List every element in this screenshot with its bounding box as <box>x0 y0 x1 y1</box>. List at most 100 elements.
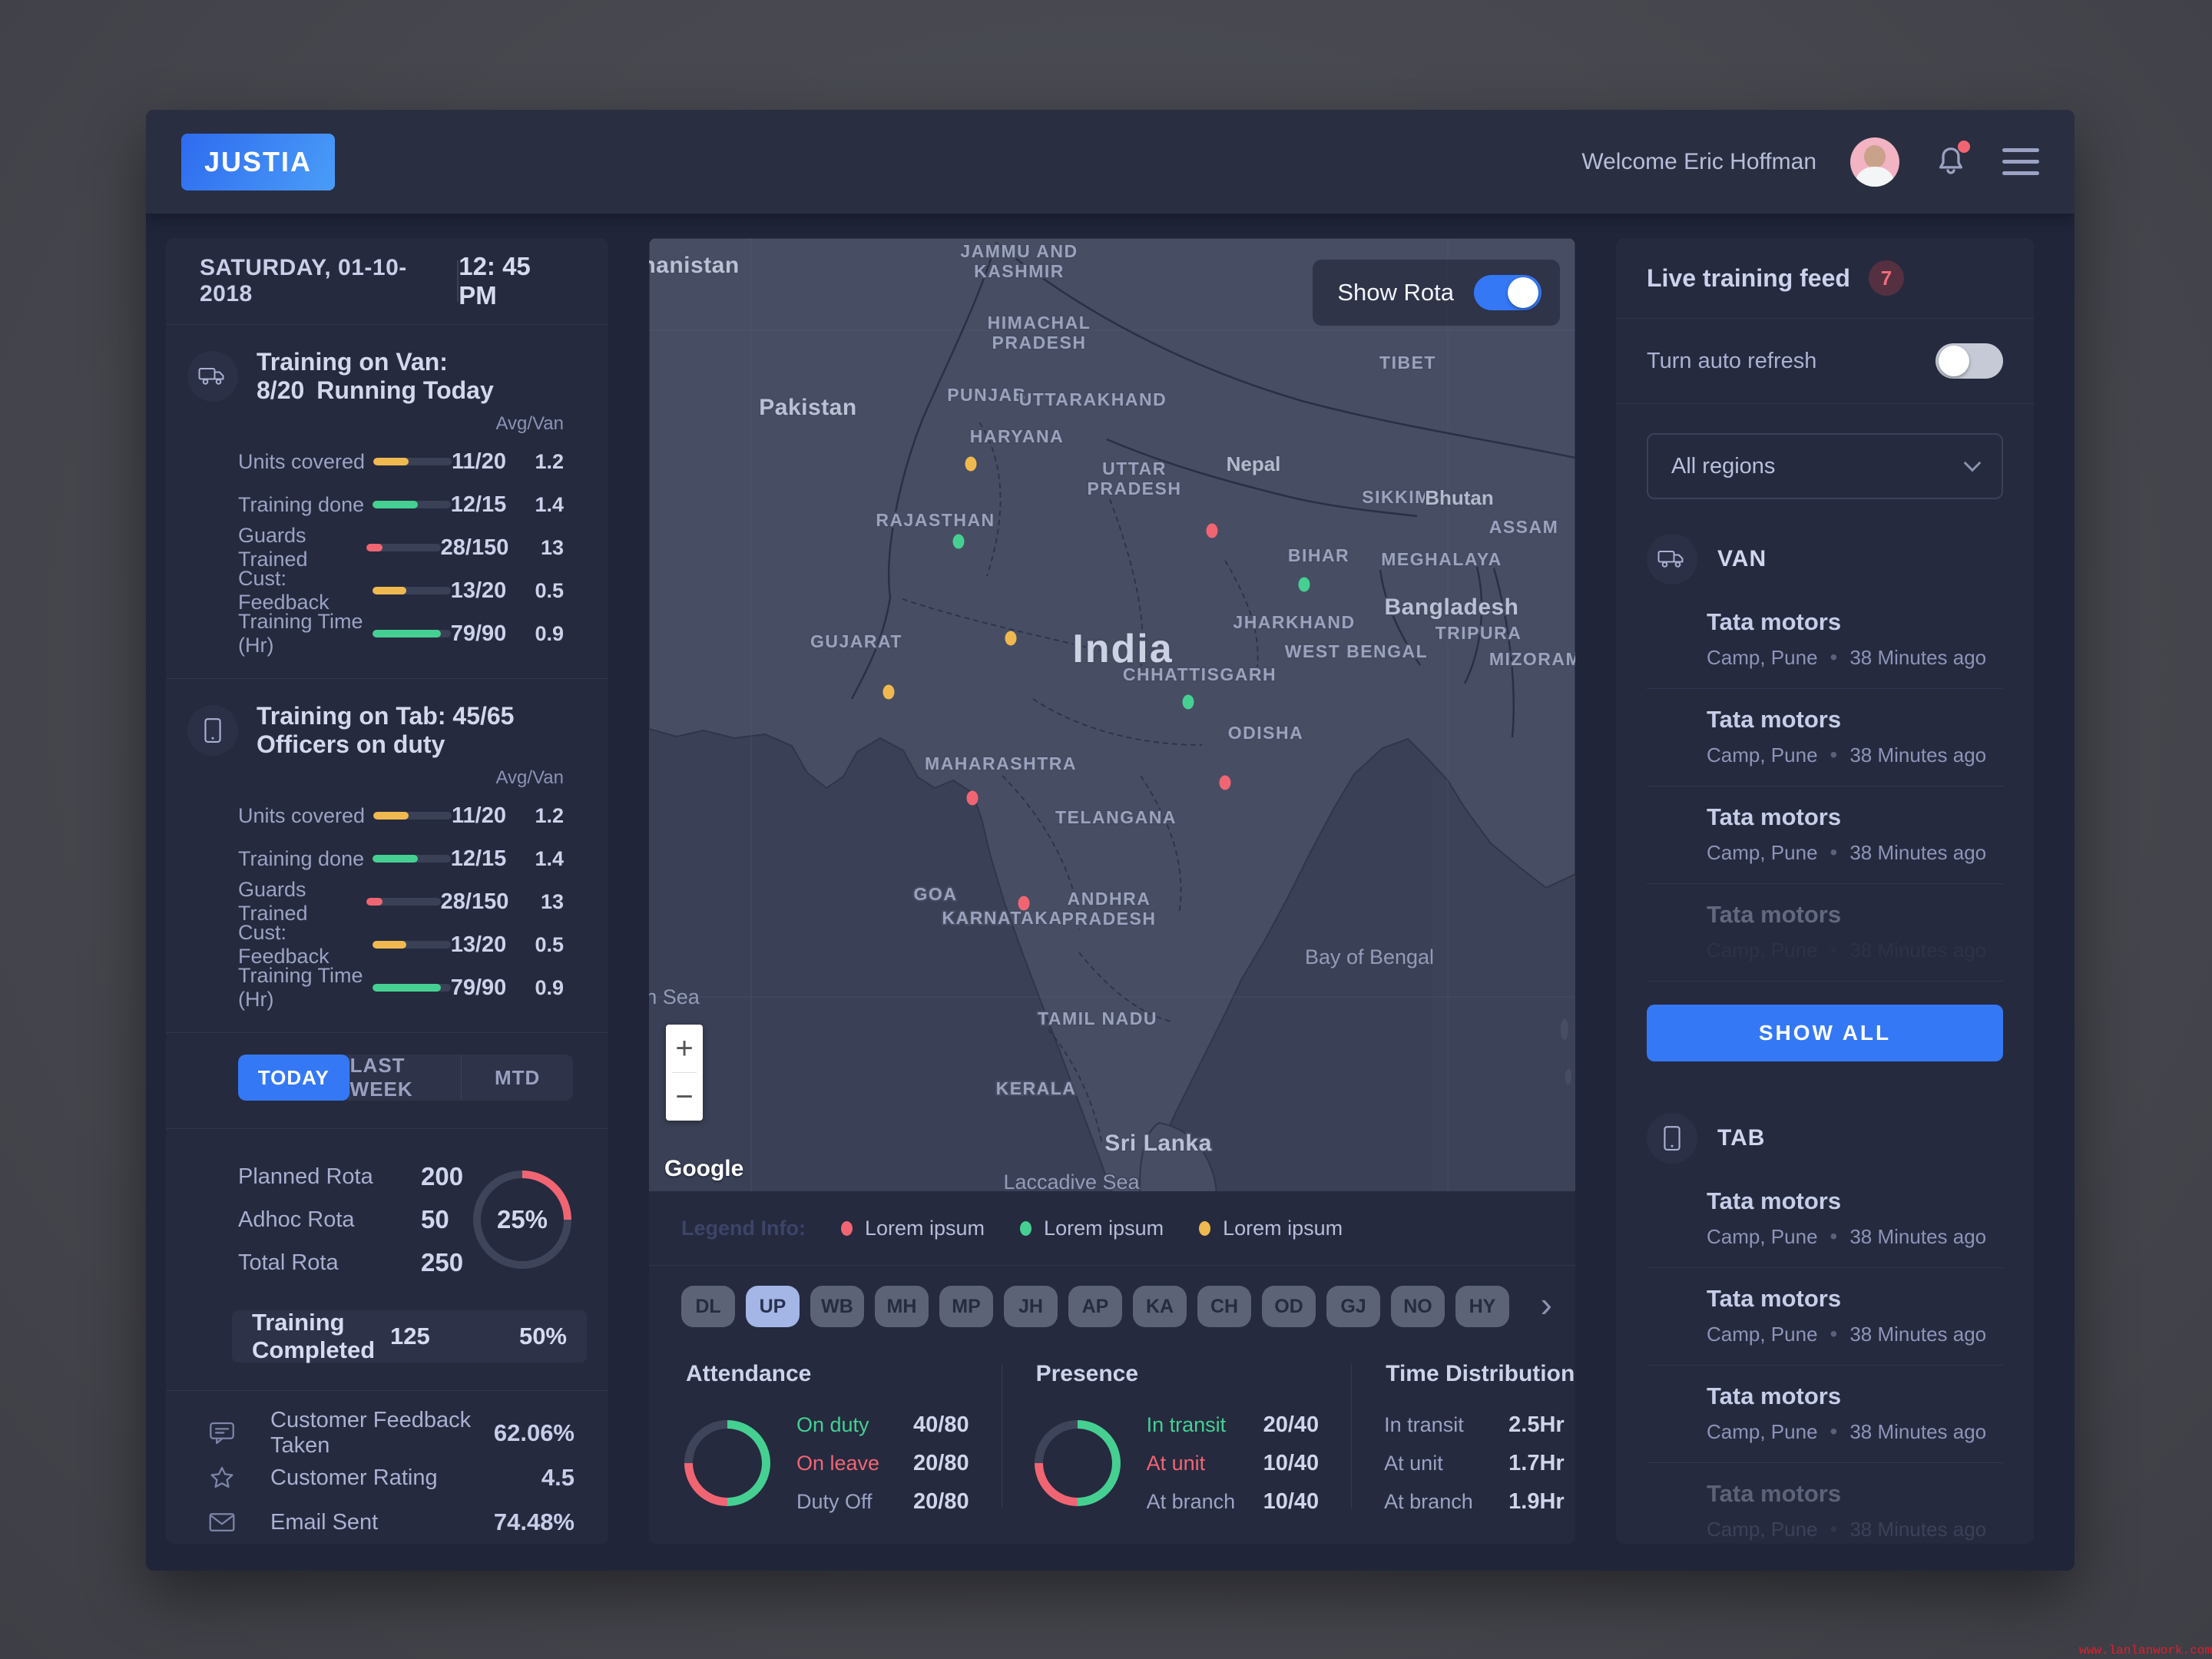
feed-time: 38 Minutes ago <box>1849 1224 1987 1248</box>
presence-row: In transit 20/40 <box>1146 1412 1320 1437</box>
zoom-in-button[interactable]: + <box>675 1031 694 1065</box>
tablet-icon <box>1647 1113 1697 1164</box>
dashboard-window: JUSTIA Welcome Eric Hoffman <box>146 110 2075 1571</box>
feed-item[interactable]: Tata motors Camp, Pune • 38 Minutes ago <box>1647 1463 2003 1544</box>
metric-avg: 13 <box>540 889 564 913</box>
feed-item[interactable]: Tata motors Camp, Pune • 38 Minutes ago <box>1647 884 2003 982</box>
presence-donut-chart <box>1034 1420 1121 1506</box>
svg-text:KERALA: KERALA <box>996 1078 1077 1098</box>
google-attribution[interactable]: Google <box>664 1156 744 1181</box>
metric-value: 11/20 <box>451 803 506 828</box>
state-chip[interactable]: DL <box>681 1286 735 1327</box>
feed-item[interactable]: Tata motors Camp, Pune • 38 Minutes ago <box>1647 591 2003 689</box>
stats-sidebar: SATURDAY, 01-10-2018 12: 45 PM <box>166 238 608 1544</box>
show-rota-toggle[interactable] <box>1474 275 1541 310</box>
bullet-separator: • <box>1830 938 1838 962</box>
feed-item[interactable]: Tata motors Camp, Pune • 38 Minutes ago <box>1647 786 2003 884</box>
van-icon <box>1647 534 1697 584</box>
time-distribution-row: At branch 1.9Hr <box>1384 1488 1565 1514</box>
rota-donut-percent: 25% <box>496 1205 548 1233</box>
watermark: www.lanlanwork.com <box>2079 1644 2212 1657</box>
metric-value: 12/15 <box>450 846 507 871</box>
period-tab[interactable]: MTD <box>461 1055 573 1101</box>
avatar[interactable] <box>1850 137 1899 187</box>
svg-text:India: India <box>1072 627 1173 671</box>
state-chip[interactable]: MP <box>939 1286 993 1327</box>
state-chip[interactable]: JH <box>1004 1286 1058 1327</box>
svg-text:Laccadive Sea: Laccadive Sea <box>1003 1171 1140 1191</box>
tab-metric-row: Training done 12/15 1.4 <box>166 837 608 880</box>
chips-scroll-right-icon[interactable]: › <box>1540 1284 1552 1324</box>
chevron-down-icon <box>1963 454 1982 472</box>
india-map[interactable]: hanistan JAMMU AND KASHMIR HIMACHAL PRADESH T… <box>649 238 1575 1191</box>
state-chip[interactable]: MH <box>875 1286 929 1327</box>
svg-text:JHARKHAND: JHARKHAND <box>1233 612 1355 632</box>
zoom-out-button[interactable]: − <box>675 1079 694 1114</box>
state-chip[interactable]: HY <box>1455 1286 1509 1327</box>
show-rota-control: Show Rota <box>1313 260 1560 326</box>
current-time: 12: 45 PM <box>459 252 531 310</box>
training-completed-percent: 50% <box>518 1323 567 1349</box>
van-section-title: Training on Van: 8/20 Running Today <box>257 348 494 404</box>
customer-feedback-row: Customer Feedback Taken 62.06% <box>166 1408 608 1458</box>
rota-donut-chart: 25% <box>473 1171 571 1269</box>
feed-item[interactable]: Tata motors Camp, Pune • 38 Minutes ago <box>1647 1268 2003 1366</box>
app-logo[interactable]: JUSTIA <box>181 133 336 190</box>
legend-dot <box>1199 1220 1211 1236</box>
rota-row: Adhoc Rota 50 <box>238 1198 473 1241</box>
mail-icon <box>209 1512 243 1532</box>
feed-item[interactable]: Tata motors Camp, Pune • 38 Minutes ago <box>1647 1366 2003 1463</box>
state-chip[interactable]: GJ <box>1326 1286 1380 1327</box>
van-metric-row: Training Time (Hr) 79/90 0.9 <box>166 610 608 657</box>
feed-item[interactable]: Tata motors Camp, Pune • 38 Minutes ago <box>1647 1171 2003 1268</box>
svg-text:RAJASTHAN: RAJASTHAN <box>876 510 995 530</box>
feed-location: Camp, Pune <box>1707 1322 1818 1346</box>
rota-value: 200 <box>421 1162 464 1190</box>
feed-time: 38 Minutes ago <box>1849 1517 1987 1541</box>
feed-item[interactable]: Tata motors Camp, Pune • 38 Minutes ago <box>1647 689 2003 786</box>
period-tab[interactable]: LAST WEEK <box>349 1055 462 1101</box>
menu-icon[interactable] <box>2002 148 2039 175</box>
metric-label: Guards Trained <box>238 524 308 571</box>
feed-time: 38 Minutes ago <box>1849 645 1987 669</box>
feed-count-badge: 7 <box>1868 260 1904 296</box>
state-chip[interactable]: WB <box>810 1286 864 1327</box>
period-tab[interactable]: TODAY <box>238 1055 349 1101</box>
van-feed-section: VAN Tata motors Camp, Pune • 38 Minutes … <box>1647 531 2003 1061</box>
content-area: SATURDAY, 01-10-2018 12: 45 PM <box>146 214 2075 1571</box>
region-filter-dropdown[interactable]: All regions <box>1647 433 2003 499</box>
bullet-separator: • <box>1830 645 1838 669</box>
metric-avg: 1.4 <box>535 846 564 870</box>
bullet-separator: • <box>1830 1419 1838 1443</box>
state-chip[interactable]: OD <box>1262 1286 1316 1327</box>
metric-avg: 1.2 <box>535 449 564 473</box>
svg-text:ODISHA: ODISHA <box>1228 723 1303 743</box>
auto-refresh-toggle[interactable] <box>1936 343 2003 379</box>
van-show-all-button[interactable]: SHOW ALL <box>1647 1005 2003 1061</box>
van-metric-row: Units covered 11/20 1.2 <box>166 440 608 483</box>
state-chip[interactable]: UP <box>746 1286 800 1327</box>
van-metric-row: Training done 12/15 1.4 <box>166 483 608 526</box>
bullet-separator: • <box>1830 1224 1838 1248</box>
legend-dot <box>840 1220 853 1236</box>
state-chip[interactable]: AP <box>1068 1286 1122 1327</box>
feed-location: Camp, Pune <box>1707 840 1818 864</box>
summary-stats: Customer Feedback Taken 62.06% Customer … <box>166 1391 608 1544</box>
feed-location: Camp, Pune <box>1707 743 1818 767</box>
svg-text:Bhutan: Bhutan <box>1425 486 1494 509</box>
tab-metric-row: Cust: Feedback 13/20 0.5 <box>166 921 608 968</box>
attendance-donut-chart <box>684 1420 770 1506</box>
svg-text:hanistan: hanistan <box>649 253 740 278</box>
current-date: SATURDAY, 01-10-2018 <box>200 255 407 306</box>
metric-value: 28/150 <box>440 535 509 560</box>
state-chip[interactable]: NO <box>1391 1286 1445 1327</box>
state-chip[interactable]: CH <box>1197 1286 1251 1327</box>
state-chip[interactable]: KA <box>1133 1286 1187 1327</box>
metric-label: Units covered <box>238 449 366 473</box>
welcome-text: Welcome Eric Hoffman <box>1581 148 1816 174</box>
notification-bell-icon[interactable] <box>1933 140 1970 182</box>
legend-dot <box>1020 1220 1032 1236</box>
